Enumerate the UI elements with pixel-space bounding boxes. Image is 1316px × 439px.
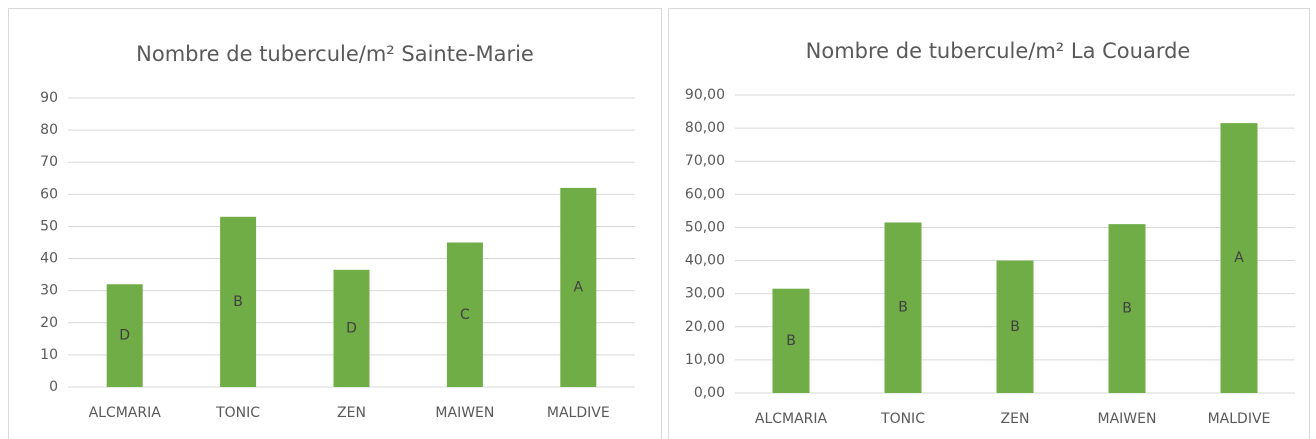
y-tick-label: 50,00	[685, 219, 725, 235]
bar-annotation: D	[119, 328, 130, 344]
chart-title: Nombre de tubercule/m² La Couarde	[806, 39, 1191, 63]
y-tick-label: 0,00	[694, 385, 725, 401]
x-tick-label: MAIWEN	[435, 405, 494, 421]
x-tick-label: ALCMARIA	[89, 405, 162, 421]
x-tick-label: MAIWEN	[1098, 411, 1157, 427]
bar	[446, 242, 483, 387]
y-tick-label: 60,00	[685, 186, 725, 202]
y-tick-label: 60	[40, 186, 58, 202]
bar-annotation: B	[898, 300, 908, 316]
bar-annotation: B	[1122, 301, 1132, 317]
y-tick-label: 0	[49, 379, 58, 395]
bar	[333, 269, 370, 387]
y-tick-label: 80,00	[685, 120, 725, 136]
bar	[220, 216, 257, 387]
x-tick-label: ZEN	[1001, 411, 1030, 427]
y-tick-label: 20,00	[685, 319, 725, 335]
bar	[560, 187, 597, 387]
y-tick-label: 50	[40, 218, 58, 234]
y-tick-label: 40	[40, 251, 58, 267]
y-tick-label: 30	[40, 283, 58, 299]
y-tick-label: 70,00	[685, 153, 725, 169]
x-tick-label: ALCMARIA	[755, 411, 828, 427]
y-tick-label: 70	[40, 154, 58, 170]
x-tick-label: MALDIVE	[1208, 411, 1271, 427]
bar	[1108, 224, 1146, 393]
y-tick-label: 10	[40, 347, 58, 363]
y-tick-label: 20	[40, 315, 58, 331]
x-tick-label: MALDIVE	[547, 405, 610, 421]
bar-annotation: B	[786, 333, 796, 349]
x-tick-label: TONIC	[880, 411, 925, 427]
bar-annotation: C	[460, 307, 470, 323]
y-tick-label: 10,00	[685, 352, 725, 368]
bar	[996, 260, 1034, 393]
y-tick-label: 30,00	[685, 286, 725, 302]
bar-annotation: D	[346, 320, 357, 336]
x-tick-label: ZEN	[337, 405, 366, 421]
y-tick-label: 90	[40, 90, 58, 106]
x-tick-label: TONIC	[215, 405, 260, 421]
panel	[668, 8, 1310, 439]
y-tick-label: 40,00	[685, 253, 725, 269]
bar-annotation: B	[233, 294, 243, 310]
bar	[884, 222, 922, 393]
bar-annotation: A	[1234, 250, 1244, 266]
bar-annotation: B	[1010, 319, 1020, 335]
bar-annotation: A	[574, 279, 584, 295]
chart-title: Nombre de tubercule/m² Sainte-Marie	[136, 42, 534, 66]
y-tick-label: 90,00	[685, 87, 725, 103]
bar	[1220, 123, 1258, 394]
bar	[106, 284, 143, 387]
bar	[772, 288, 810, 393]
y-tick-label: 80	[40, 122, 58, 138]
